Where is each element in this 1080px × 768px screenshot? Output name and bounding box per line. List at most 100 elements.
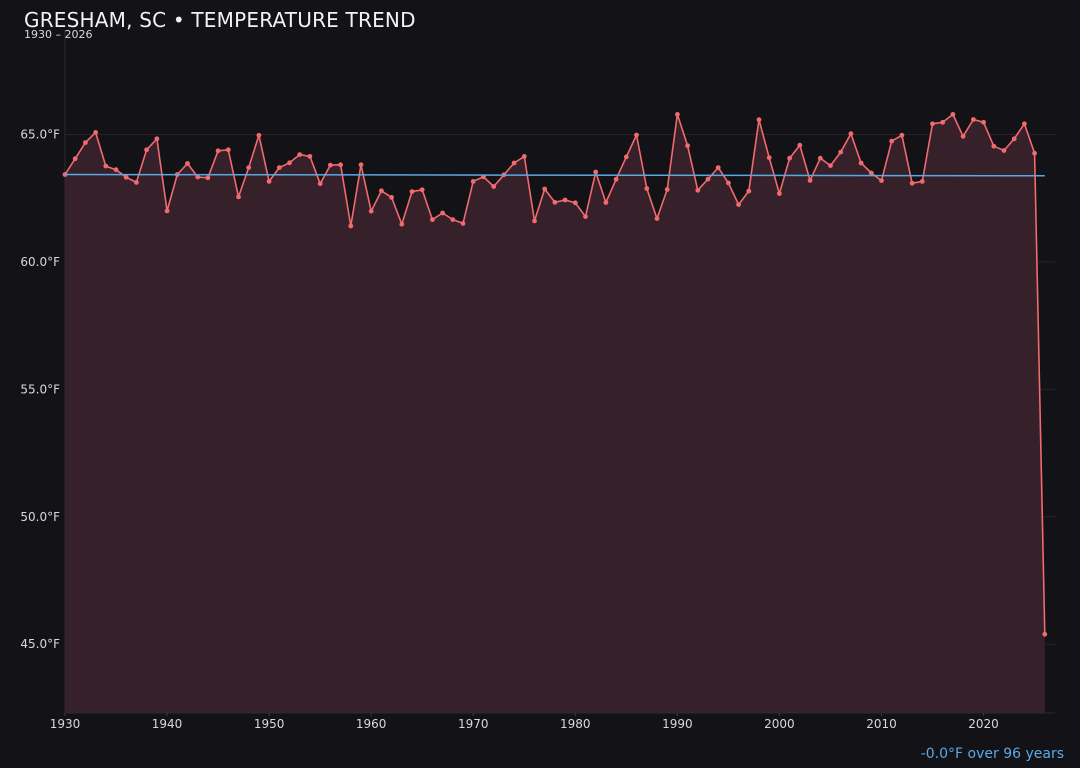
data-point: [430, 217, 435, 223]
data-point: [817, 155, 823, 161]
trend-summary: -0.0°F over 96 years: [920, 746, 1064, 762]
data-point: [848, 131, 854, 137]
data-point: [797, 142, 803, 148]
data-point: [552, 199, 558, 205]
data-point: [358, 162, 364, 168]
data-point: [470, 179, 476, 184]
x-tick-label: 2010: [866, 717, 897, 731]
data-point: [746, 188, 752, 194]
data-point: [1022, 121, 1027, 127]
y-tick-label: 55.0°F: [20, 382, 60, 396]
data-point: [511, 160, 517, 166]
y-axis-ticks: 45.0°F 50.0°F 55.0°F 60.0°F 65.0°F: [20, 127, 60, 651]
data-point: [72, 156, 78, 162]
data-point: [828, 163, 833, 169]
data-point: [399, 221, 405, 227]
data-point: [134, 180, 139, 185]
data-point: [603, 200, 609, 205]
data-point: [685, 143, 690, 149]
y-tick-label: 45.0°F: [20, 637, 60, 651]
data-point: [583, 214, 588, 220]
trend-line: [64, 173, 1045, 177]
data-point: [909, 180, 915, 186]
data-point: [1011, 136, 1017, 142]
data-point: [205, 175, 211, 181]
data-point: [960, 133, 966, 139]
data-point: [532, 218, 537, 224]
data-point: [593, 169, 599, 175]
data-point: [1032, 150, 1037, 156]
x-tick-label: 1990: [662, 717, 693, 731]
x-tick-label: 1950: [254, 717, 285, 731]
data-point: [246, 165, 252, 171]
data-point: [950, 112, 956, 117]
x-tick-label: 1960: [356, 717, 387, 731]
data-point: [868, 170, 874, 176]
data-point: [93, 130, 98, 135]
data-point: [777, 191, 782, 197]
data-point: [664, 187, 670, 192]
x-axis-ticks: 1930 1940 1950 1960 1970 1980 1990 2000 2010 2020: [50, 713, 999, 731]
data-point: [276, 165, 282, 171]
data-point: [838, 149, 844, 155]
data-point: [807, 178, 813, 183]
data-point: [266, 179, 272, 184]
data-point: [236, 194, 241, 200]
chart-title: GRESHAM, SC • TEMPERATURE TREND: [24, 8, 416, 32]
data-point: [654, 216, 660, 222]
data-point: [256, 132, 262, 138]
data-point: [450, 217, 456, 223]
data-point: [419, 187, 425, 193]
data-point: [225, 147, 231, 153]
data-point: [1001, 148, 1007, 153]
data-point: [695, 187, 701, 193]
data-point: [460, 221, 466, 226]
data-point: [715, 165, 721, 171]
data-point: [123, 174, 129, 180]
temperature-area-fill: [65, 114, 1045, 713]
data-point: [144, 147, 150, 153]
data-point: [542, 186, 548, 192]
data-point: [766, 155, 772, 161]
data-point: [307, 154, 313, 159]
data-point: [317, 181, 323, 187]
data-point: [572, 200, 578, 206]
x-tick-label: 1940: [152, 717, 183, 731]
data-point: [562, 197, 568, 203]
data-point: [297, 152, 303, 158]
data-point: [940, 119, 946, 125]
data-point: [889, 138, 895, 144]
data-point: [1042, 631, 1048, 637]
data-point: [287, 160, 292, 166]
data-point: [83, 140, 88, 146]
data-point: [879, 178, 884, 184]
data-point: [930, 121, 935, 127]
data-point: [644, 186, 650, 191]
x-tick-label: 1930: [50, 717, 81, 731]
data-point: [62, 172, 68, 177]
y-tick-label: 65.0°F: [20, 127, 60, 141]
data-point: [623, 154, 629, 160]
y-tick-label: 60.0°F: [20, 255, 60, 269]
data-point: [919, 179, 925, 184]
data-point: [981, 119, 986, 125]
data-point: [971, 117, 976, 122]
data-points: [62, 112, 1048, 637]
data-point: [634, 132, 639, 138]
data-point: [787, 155, 792, 161]
data-point: [154, 136, 160, 142]
data-point: [379, 188, 384, 194]
data-point: [389, 195, 394, 200]
data-point: [991, 143, 997, 149]
data-point: [521, 154, 527, 159]
data-point: [103, 163, 109, 169]
data-point: [113, 167, 119, 173]
data-point: [368, 208, 374, 214]
data-point: [675, 112, 680, 117]
data-point: [164, 208, 170, 214]
x-tick-label: 2020: [968, 717, 999, 731]
data-point: [195, 174, 201, 180]
x-tick-label: 1980: [560, 717, 591, 731]
x-tick-label: 1970: [458, 717, 489, 731]
